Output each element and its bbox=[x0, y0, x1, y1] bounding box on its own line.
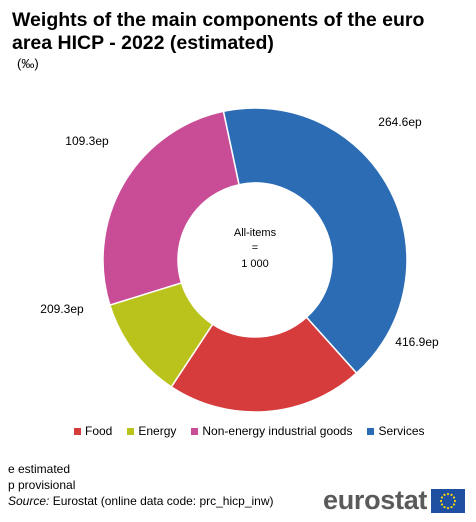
slice-neig bbox=[102, 110, 240, 307]
legend-item-energy: Energy bbox=[127, 424, 176, 438]
slice-services bbox=[222, 107, 408, 375]
legend-item-services: Services bbox=[367, 424, 425, 438]
brand-wordmark: eurostat bbox=[323, 485, 428, 515]
chart-title: Weights of the main components of the eu… bbox=[12, 9, 425, 54]
center-label-line-3: 1 000 bbox=[241, 258, 269, 270]
legend-swatch-services bbox=[367, 427, 375, 435]
legend-label-energy: Energy bbox=[138, 424, 177, 438]
source-label: Source: bbox=[8, 494, 50, 508]
slice-food bbox=[170, 316, 358, 413]
eurostat-logo: eurostat bbox=[323, 485, 466, 516]
note-provisional: p provisional bbox=[8, 478, 76, 492]
eu-flag-icon bbox=[431, 488, 466, 513]
legend-label-food: Food bbox=[85, 424, 113, 438]
legend: Food Energy Non-energy industrial goods … bbox=[74, 424, 425, 438]
donut-chart: 416.9ep 209.3ep 109.3ep 264.6ep All-items = 1 … bbox=[40, 107, 439, 413]
data-label-energy: 109.3ep bbox=[65, 134, 109, 148]
legend-label-services: Services bbox=[378, 424, 425, 438]
legend-swatch-energy bbox=[127, 427, 135, 435]
legend-label-neig: Non-energy industrial goods bbox=[202, 424, 353, 438]
legend-item-food: Food bbox=[74, 424, 112, 438]
note-estimated: e estimated bbox=[8, 462, 71, 476]
data-label-neig: 264.6ep bbox=[378, 115, 422, 129]
legend-swatch-food bbox=[74, 427, 81, 435]
data-label-services: 416.9ep bbox=[395, 335, 439, 349]
unit-label: (‰) bbox=[17, 56, 39, 71]
legend-swatch-neig bbox=[191, 427, 199, 435]
data-label-food: 209.3ep bbox=[40, 302, 84, 316]
legend-item-neig: Non-energy industrial goods bbox=[191, 424, 352, 438]
center-label-line-1: All-items bbox=[234, 227, 277, 239]
center-label-line-2: = bbox=[252, 242, 258, 254]
source-line: Source: Eurostat (online data code: prc_… bbox=[8, 494, 274, 508]
source-text: Eurostat (online data code: prc_hicp_inw… bbox=[52, 494, 274, 508]
